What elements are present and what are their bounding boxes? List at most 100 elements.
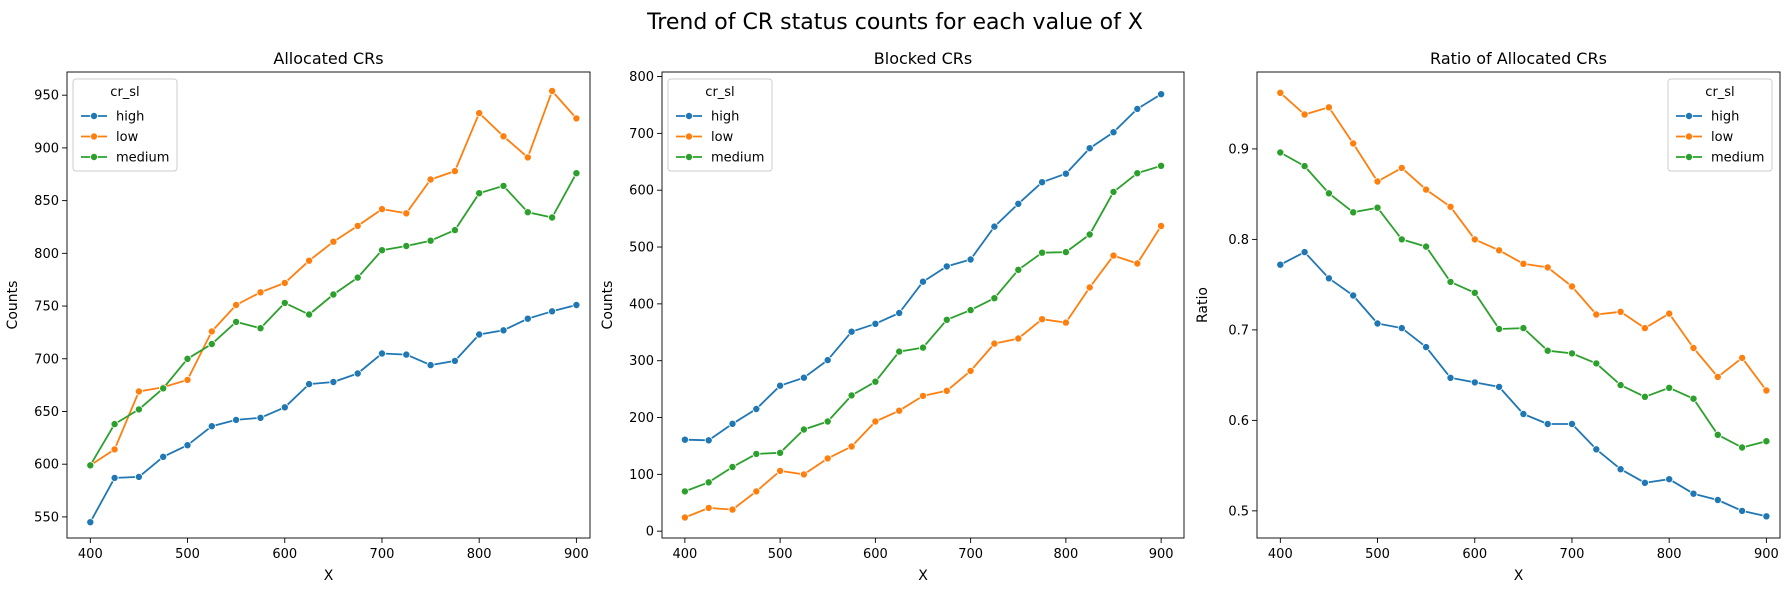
data-point-low [1157,221,1166,230]
y-tick-label: 0.5 [1228,504,1249,519]
data-point-high [1276,260,1285,269]
data-point-high [895,308,904,317]
x-tick-label: 500 [175,547,200,562]
data-point-low [134,387,143,396]
data-point-low [426,175,435,184]
x-axis-label: X [1514,568,1524,584]
legend-title: cr_sl [1705,85,1734,100]
data-point-high [1713,495,1722,504]
data-point-low [329,237,338,246]
data-point-high [572,300,581,309]
data-point-high [1640,478,1649,487]
y-tick-label: 600 [629,184,654,199]
data-point-high [86,518,95,527]
data-point-low [572,114,581,123]
data-point-low [1061,318,1070,327]
data-point-high [990,222,999,231]
data-point-low [475,109,484,118]
data-point-medium [1109,187,1118,196]
y-tick-label: 550 [34,510,59,525]
data-point-medium [680,487,689,496]
legend-swatch-marker [1685,152,1694,161]
data-point-high [919,277,928,286]
x-tick-label: 900 [564,547,589,562]
x-tick-label: 400 [672,547,697,562]
series-line-medium [1279,151,1767,449]
data-point-low [305,256,314,265]
plot-frame [66,71,591,539]
data-point-low [752,487,761,496]
y-axis-label: Counts [5,281,21,330]
data-point-high [329,377,338,386]
data-point-medium [450,226,459,235]
x-axis-label: X [324,568,334,584]
data-point-low [799,470,808,479]
data-point-low [1373,177,1382,186]
data-point-medium [752,449,761,458]
y-tick-label: 0 [646,525,654,540]
data-point-high [377,349,386,358]
legend-swatch-marker [90,132,99,141]
data-point-low [1616,307,1625,316]
data-point-medium [776,448,785,457]
data-point-high [1543,419,1552,428]
data-point-medium [1519,324,1528,333]
data-point-high [704,436,713,445]
data-point-medium [1157,161,1166,170]
data-point-low [1640,324,1649,333]
data-point-high [1373,319,1382,328]
legend-entry-medium: medium [711,151,764,166]
y-tick-label: 950 [34,89,59,104]
data-point-low [919,391,928,400]
y-tick-label: 800 [34,247,59,262]
data-point-high [256,413,265,422]
data-point-medium [523,208,532,217]
data-point-low [499,132,508,141]
data-point-high [728,419,737,428]
legend-swatch-marker [685,152,694,161]
y-tick-label: 900 [34,141,59,156]
data-point-medium [1276,148,1285,157]
data-point-high [183,441,192,450]
y-tick-label: 100 [629,468,654,483]
data-point-low [1762,386,1771,395]
y-tick-label: 700 [629,127,654,142]
data-point-medium [1616,381,1625,390]
y-tick-label: 500 [629,241,654,256]
series-line-medium [89,172,578,466]
x-tick-label: 400 [1268,547,1293,562]
data-point-low [183,375,192,384]
y-axis-label: Ratio [1195,287,1211,323]
legend-swatch-marker [90,152,99,161]
x-tick-label: 600 [1462,547,1487,562]
data-point-medium [728,462,737,471]
data-point-high [1519,409,1528,418]
data-point-medium [1446,277,1455,286]
legend-title: cr_sl [705,85,734,100]
legend-entry-low: low [116,130,139,145]
data-point-medium [110,420,119,429]
chart-panel-1: 400 500 600 700 800 900 0 100 200 300 400 500 600 700… [600,49,1185,584]
data-point-low [823,454,832,463]
data-point-low [1038,315,1047,324]
x-tick-label: 600 [272,547,297,562]
y-tick-label: 0.6 [1228,414,1249,429]
data-point-high [1689,489,1698,498]
data-point-medium [704,478,713,487]
legend-entry-high: high [1711,110,1739,125]
data-point-high [680,435,689,444]
data-point-medium [1568,349,1577,358]
data-point-medium [572,169,581,178]
data-point-medium [402,241,411,250]
figure-title: Trend of CR status counts for each value… [646,10,1143,35]
data-point-medium [1397,235,1406,244]
chart-title: Ratio of Allocated CRs [1430,49,1607,68]
data-point-high [426,361,435,370]
data-point-low [1446,202,1455,211]
data-point-medium [548,213,557,222]
x-tick-label: 400 [78,547,103,562]
legend-swatch-marker [685,132,694,141]
